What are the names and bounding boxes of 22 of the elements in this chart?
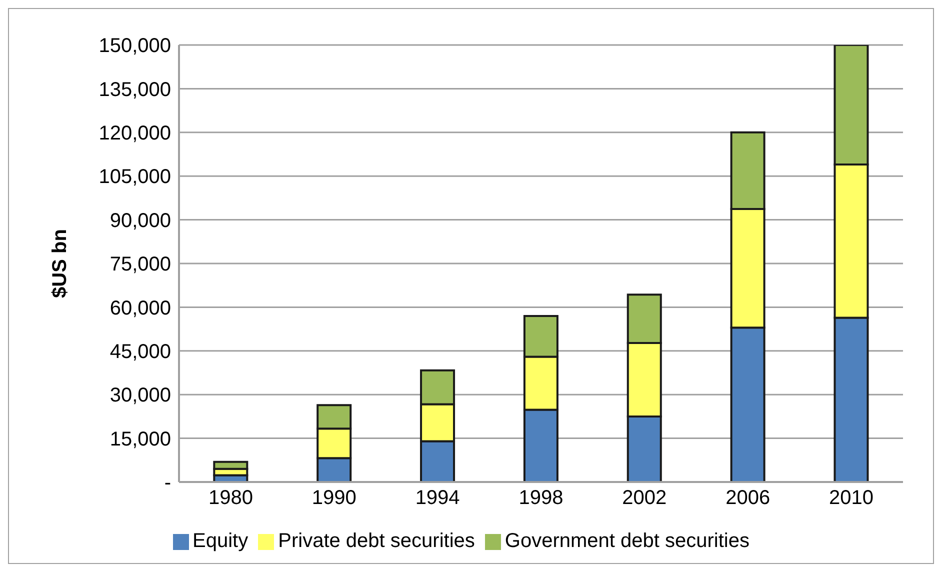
x-tick-label: 1990 bbox=[312, 487, 356, 510]
legend-label: Government debt securities bbox=[504, 530, 750, 552]
y-tick-label: 135,000 bbox=[98, 78, 171, 101]
y-tick-label: 90,000 bbox=[110, 210, 171, 232]
y-tick-label: 105,000 bbox=[98, 166, 171, 188]
y-tick-label: 120,000 bbox=[98, 122, 171, 144]
x-tick-label: 2002 bbox=[622, 487, 667, 510]
x-tick-label: 2010 bbox=[829, 487, 874, 510]
y-tick-label: 15,000 bbox=[110, 428, 171, 450]
y-tick-label: 45,000 bbox=[110, 341, 171, 363]
x-tick-label: 1980 bbox=[208, 487, 253, 510]
legend-label: Private debt securities bbox=[278, 530, 475, 552]
x-tick-label: 1994 bbox=[415, 487, 460, 510]
y-tick-label: - bbox=[164, 472, 171, 494]
x-tick-label: 1998 bbox=[518, 487, 564, 510]
y-tick-label: 60,000 bbox=[110, 297, 171, 320]
y-tick-label: 150,000 bbox=[98, 35, 171, 58]
y-tick-label: 75,000 bbox=[110, 254, 171, 276]
x-tick-label: 2006 bbox=[726, 487, 770, 510]
y-axis-title: $US bn bbox=[49, 229, 72, 298]
legend-label: Equity bbox=[192, 530, 248, 552]
y-tick-label: 30,000 bbox=[110, 384, 171, 407]
